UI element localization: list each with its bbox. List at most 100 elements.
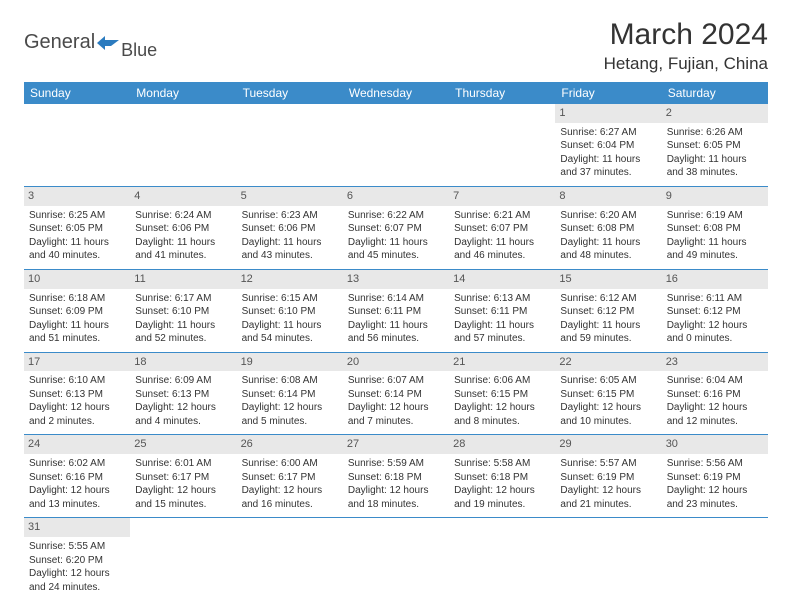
sunrise-text: Sunrise: 6:11 AM — [667, 292, 763, 306]
col-saturday: Saturday — [662, 82, 768, 104]
sunrise-text: Sunrise: 6:22 AM — [348, 209, 444, 223]
week-row: 1Sunrise: 6:27 AMSunset: 6:04 PMDaylight… — [24, 104, 768, 186]
sunset-text: Sunset: 6:10 PM — [135, 305, 231, 319]
day-number: 20 — [343, 353, 449, 372]
sunrise-text: Sunrise: 6:02 AM — [29, 457, 125, 471]
day-number: 30 — [662, 435, 768, 454]
day-number: 24 — [24, 435, 130, 454]
daylight-text: Daylight: 11 hours and 52 minutes. — [135, 319, 231, 346]
day-number: 14 — [449, 270, 555, 289]
daylight-text: Daylight: 11 hours and 59 minutes. — [560, 319, 656, 346]
col-thursday: Thursday — [449, 82, 555, 104]
sunrise-text: Sunrise: 6:21 AM — [454, 209, 550, 223]
day-number: 29 — [555, 435, 661, 454]
sunrise-text: Sunrise: 5:57 AM — [560, 457, 656, 471]
sunrise-text: Sunrise: 6:08 AM — [242, 374, 338, 388]
day-cell — [449, 104, 555, 186]
daylight-text: Daylight: 11 hours and 48 minutes. — [560, 236, 656, 263]
day-cell: 29Sunrise: 5:57 AMSunset: 6:19 PMDayligh… — [555, 435, 661, 518]
sunset-text: Sunset: 6:12 PM — [560, 305, 656, 319]
sunrise-text: Sunrise: 6:07 AM — [348, 374, 444, 388]
sunrise-text: Sunrise: 6:18 AM — [29, 292, 125, 306]
day-number: 17 — [24, 353, 130, 372]
daylight-text: Daylight: 12 hours and 15 minutes. — [135, 484, 231, 511]
sunrise-text: Sunrise: 6:14 AM — [348, 292, 444, 306]
week-row: 17Sunrise: 6:10 AMSunset: 6:13 PMDayligh… — [24, 352, 768, 435]
daylight-text: Daylight: 12 hours and 18 minutes. — [348, 484, 444, 511]
day-number: 9 — [662, 187, 768, 206]
header-row: Sunday Monday Tuesday Wednesday Thursday… — [24, 82, 768, 104]
day-cell: 13Sunrise: 6:14 AMSunset: 6:11 PMDayligh… — [343, 269, 449, 352]
day-cell: 27Sunrise: 5:59 AMSunset: 6:18 PMDayligh… — [343, 435, 449, 518]
daylight-text: Daylight: 11 hours and 46 minutes. — [454, 236, 550, 263]
day-number: 5 — [237, 187, 343, 206]
day-number: 26 — [237, 435, 343, 454]
daylight-text: Daylight: 12 hours and 0 minutes. — [667, 319, 763, 346]
day-number: 6 — [343, 187, 449, 206]
day-cell: 2Sunrise: 6:26 AMSunset: 6:05 PMDaylight… — [662, 104, 768, 186]
daylight-text: Daylight: 12 hours and 23 minutes. — [667, 484, 763, 511]
daylight-text: Daylight: 12 hours and 21 minutes. — [560, 484, 656, 511]
day-cell: 14Sunrise: 6:13 AMSunset: 6:11 PMDayligh… — [449, 269, 555, 352]
day-cell: 30 Sunrise: 5:56 AMSunset: 6:19 PMDayligh… — [662, 435, 768, 518]
day-cell: 7Sunrise: 6:21 AMSunset: 6:07 PMDaylight… — [449, 186, 555, 269]
sunset-text: Sunset: 6:11 PM — [454, 305, 550, 319]
daylight-text: Daylight: 12 hours and 2 minutes. — [29, 401, 125, 428]
day-number: 4 — [130, 187, 236, 206]
sunset-text: Sunset: 6:17 PM — [242, 471, 338, 485]
day-cell: 23Sunrise: 6:04 AMSunset: 6:16 PMDayligh… — [662, 352, 768, 435]
day-number: 3 — [24, 187, 130, 206]
calendar-table: Sunday Monday Tuesday Wednesday Thursday… — [24, 82, 768, 600]
sunrise-text: Sunrise: 6:04 AM — [667, 374, 763, 388]
sunrise-text: Sunrise: 6:13 AM — [454, 292, 550, 306]
day-number: 31 — [24, 518, 130, 537]
sunrise-text: Sunrise: 6:15 AM — [242, 292, 338, 306]
sunset-text: Sunset: 6:08 PM — [667, 222, 763, 236]
day-cell: 22Sunrise: 6:05 AMSunset: 6:15 PMDayligh… — [555, 352, 661, 435]
sunset-text: Sunset: 6:09 PM — [29, 305, 125, 319]
day-number: 15 — [555, 270, 661, 289]
day-number: 8 — [555, 187, 661, 206]
col-friday: Friday — [555, 82, 661, 104]
day-cell — [555, 518, 661, 600]
week-row: 24Sunrise: 6:02 AMSunset: 6:16 PMDayligh… — [24, 435, 768, 518]
sunrise-text: Sunrise: 6:27 AM — [560, 126, 656, 140]
day-cell: 10Sunrise: 6:18 AMSunset: 6:09 PMDayligh… — [24, 269, 130, 352]
sunset-text: Sunset: 6:04 PM — [560, 139, 656, 153]
sunrise-text: Sunrise: 6:20 AM — [560, 209, 656, 223]
day-cell: 16Sunrise: 6:11 AMSunset: 6:12 PMDayligh… — [662, 269, 768, 352]
day-cell: 24Sunrise: 6:02 AMSunset: 6:16 PMDayligh… — [24, 435, 130, 518]
daylight-text: Daylight: 12 hours and 24 minutes. — [29, 567, 125, 594]
daylight-text: Daylight: 12 hours and 16 minutes. — [242, 484, 338, 511]
daylight-text: Daylight: 12 hours and 4 minutes. — [135, 401, 231, 428]
day-cell: 5Sunrise: 6:23 AMSunset: 6:06 PMDaylight… — [237, 186, 343, 269]
daylight-text: Daylight: 12 hours and 13 minutes. — [29, 484, 125, 511]
sunset-text: Sunset: 6:13 PM — [29, 388, 125, 402]
day-cell — [343, 104, 449, 186]
sunrise-text: Sunrise: 6:00 AM — [242, 457, 338, 471]
day-cell — [343, 518, 449, 600]
sunset-text: Sunset: 6:06 PM — [242, 222, 338, 236]
day-cell — [130, 104, 236, 186]
day-number: 25 — [130, 435, 236, 454]
sunrise-text: Sunrise: 6:10 AM — [29, 374, 125, 388]
day-cell — [130, 518, 236, 600]
sunset-text: Sunset: 6:05 PM — [667, 139, 763, 153]
sunset-text: Sunset: 6:12 PM — [667, 305, 763, 319]
daylight-text: Daylight: 12 hours and 8 minutes. — [454, 401, 550, 428]
day-number: 7 — [449, 187, 555, 206]
col-wednesday: Wednesday — [343, 82, 449, 104]
day-number: 12 — [237, 270, 343, 289]
week-row: 31Sunrise: 5:55 AMSunset: 6:20 PMDayligh… — [24, 518, 768, 600]
sunrise-text: Sunrise: 5:56 AM — [667, 457, 763, 471]
sunset-text: Sunset: 6:14 PM — [348, 388, 444, 402]
day-number: 11 — [130, 270, 236, 289]
day-number: 1 — [555, 104, 661, 123]
day-cell: 15 Sunrise: 6:12 AMSunset: 6:12 PMDayligh… — [555, 269, 661, 352]
sunset-text: Sunset: 6:19 PM — [667, 471, 763, 485]
sunrise-text: Sunrise: 6:19 AM — [667, 209, 763, 223]
day-cell: 9Sunrise: 6:19 AMSunset: 6:08 PMDaylight… — [662, 186, 768, 269]
sunrise-text: Sunrise: 6:12 AM — [560, 292, 656, 306]
daylight-text: Daylight: 12 hours and 10 minutes. — [560, 401, 656, 428]
daylight-text: Daylight: 12 hours and 19 minutes. — [454, 484, 550, 511]
